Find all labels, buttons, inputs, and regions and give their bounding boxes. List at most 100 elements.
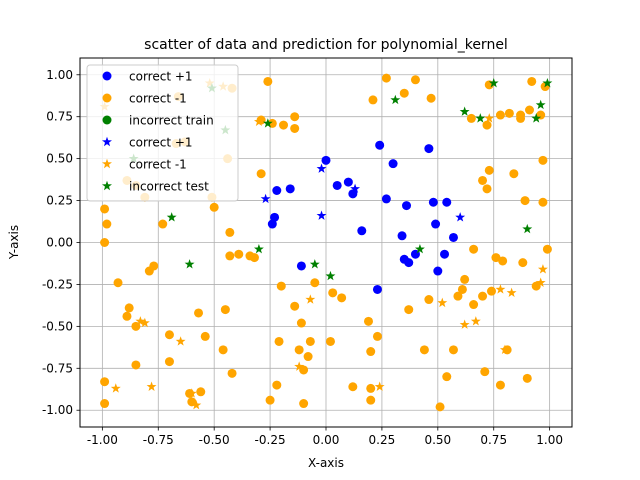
star-point — [186, 388, 197, 398]
circle-point — [310, 278, 320, 288]
star-point — [350, 183, 361, 194]
circle-point — [466, 113, 476, 123]
circle-point — [402, 201, 412, 211]
circle-point — [332, 180, 342, 190]
circle-point — [372, 284, 382, 294]
circle-point — [525, 105, 535, 115]
circle-point — [196, 387, 206, 397]
star-point — [495, 284, 506, 294]
circle-point — [209, 202, 219, 212]
star-point — [309, 259, 320, 269]
circle-point — [348, 382, 358, 392]
circle-point — [442, 197, 452, 207]
circle-point — [113, 278, 123, 288]
circle-point — [478, 175, 488, 185]
circle-point — [100, 377, 110, 387]
circle-point — [531, 281, 541, 291]
y-tick-label: 0.00 — [46, 236, 73, 250]
circle-point — [397, 231, 407, 241]
legend-marker — [102, 136, 112, 147]
circle-point — [290, 301, 300, 311]
x-tick-label: 0.25 — [369, 433, 396, 447]
series-1 — [100, 73, 552, 412]
axis-ticks: -1.00 -0.75 -0.50 -0.25 0.00 0.25 0.50 0.75 1.00… — [42, 68, 563, 447]
circle-point — [357, 226, 367, 236]
circle-point — [527, 76, 537, 86]
circle-point — [410, 75, 420, 85]
circle-point — [218, 345, 228, 355]
circle-point — [131, 360, 141, 370]
y-axis-label: Y-axis — [7, 225, 21, 260]
circle-point — [448, 232, 458, 242]
circle-point — [381, 194, 391, 204]
circle-point — [375, 140, 385, 150]
circle-point — [272, 186, 282, 196]
circle-point — [270, 212, 280, 222]
circle-point — [164, 357, 174, 367]
star-point — [316, 210, 327, 220]
circle-point — [453, 291, 463, 301]
y-tick-label: -0.25 — [42, 277, 73, 291]
star-point — [522, 223, 533, 234]
circle-point — [249, 253, 259, 263]
data-points — [99, 73, 553, 412]
circle-point — [518, 258, 528, 268]
y-tick-label: 1.00 — [46, 68, 73, 82]
chart-title: scatter of data and prediction for polyn… — [144, 37, 508, 53]
circle-point — [164, 330, 174, 340]
circle-point — [419, 345, 429, 355]
star-point — [175, 336, 186, 346]
circle-point — [227, 368, 237, 378]
star-point — [475, 113, 486, 123]
circle-point — [303, 352, 313, 362]
circle-point — [504, 108, 514, 118]
circle-point — [498, 256, 508, 266]
legend-marker — [102, 115, 112, 125]
circle-point — [424, 144, 434, 154]
circle-point — [305, 336, 315, 346]
circle-point — [263, 76, 273, 86]
y-tick-label: 0.25 — [46, 194, 73, 208]
circle-point — [200, 331, 210, 341]
circle-point — [433, 266, 443, 276]
legend-label: incorrect train — [129, 114, 214, 128]
circle-point — [399, 88, 409, 98]
y-tick-label: 0.50 — [46, 152, 73, 166]
circle-point — [366, 347, 376, 357]
circle-point — [520, 196, 530, 206]
star-point — [459, 106, 470, 116]
legend-marker — [102, 180, 112, 191]
star-point — [260, 193, 271, 204]
star-point — [184, 259, 195, 269]
circle-point — [225, 251, 235, 261]
circle-point — [516, 113, 526, 123]
star-point — [294, 361, 305, 371]
circle-point — [509, 169, 519, 179]
circle-point — [388, 159, 398, 169]
x-tick-label: 1.00 — [536, 433, 563, 447]
star-point — [139, 317, 150, 328]
circle-point — [234, 249, 244, 259]
circle-point — [457, 284, 467, 294]
circle-point — [366, 395, 376, 405]
legend-marker — [102, 158, 112, 169]
legend-box — [86, 64, 239, 202]
circle-point — [328, 288, 338, 298]
legend-marker — [102, 71, 112, 81]
star-point — [537, 264, 548, 274]
circle-point — [460, 274, 470, 284]
circle-point — [486, 286, 496, 296]
circle-point — [424, 295, 434, 305]
circle-point — [272, 380, 282, 390]
legend-label: incorrect test — [129, 180, 209, 194]
circle-point — [478, 291, 488, 301]
star-point — [535, 99, 546, 110]
star-point — [253, 244, 264, 254]
circle-point — [522, 373, 532, 383]
circle-point — [265, 395, 275, 405]
legend-label: correct -1 — [129, 158, 187, 172]
circle-point — [100, 238, 110, 247]
star-point — [135, 316, 146, 326]
circle-point — [469, 244, 479, 254]
circle-point — [480, 367, 490, 377]
